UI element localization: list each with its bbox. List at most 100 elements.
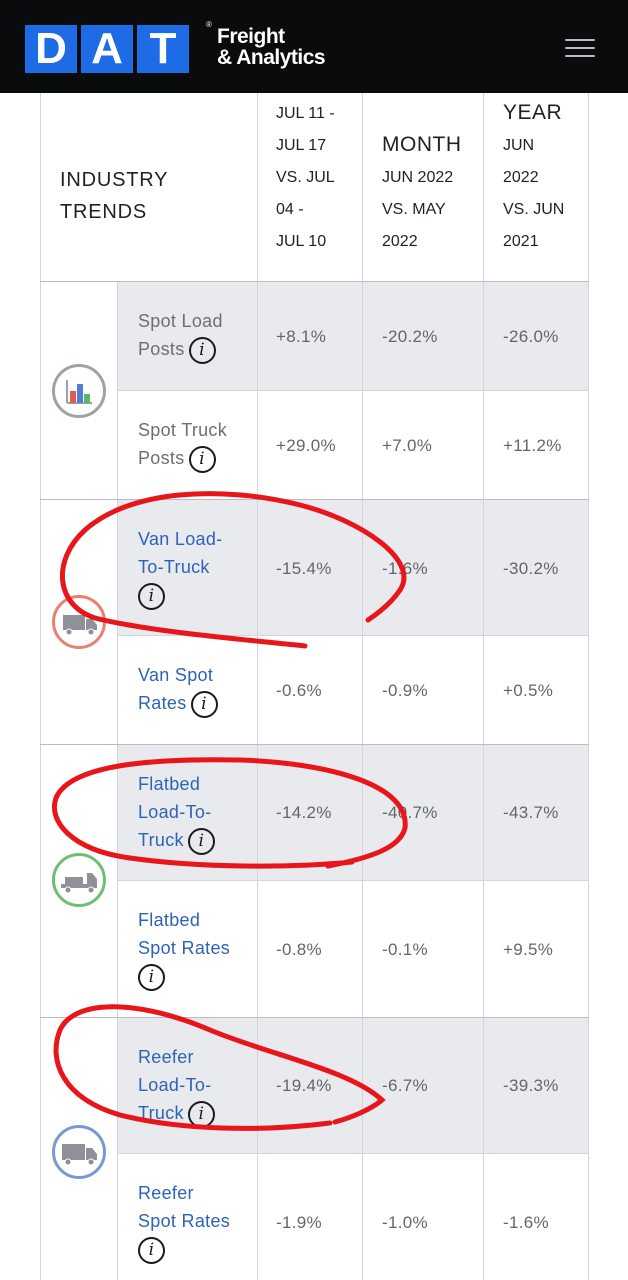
value-cell: -1.6%: [382, 559, 428, 578]
value-cell: -0.1%: [382, 940, 428, 959]
value-cell: -43.7%: [503, 803, 559, 822]
value-cell: -0.6%: [276, 681, 322, 700]
logo-letter-d: D: [25, 25, 77, 73]
row-shade-spot-load: [118, 282, 589, 390]
grid-line: [588, 93, 589, 1280]
metric-label[interactable]: Spot Rates: [138, 1211, 231, 1231]
grid-line: [483, 93, 484, 1280]
grid-line: [117, 1153, 589, 1154]
logo-subtitle-line1: Freight: [217, 25, 285, 48]
info-icon[interactable]: i: [187, 827, 215, 855]
value-cell: -15.4%: [276, 559, 332, 578]
value-cell: -14.2%: [276, 803, 332, 822]
table-corner-title: INDUSTRY TRENDS: [60, 164, 168, 228]
metric-flatbed-load-to-truck-link[interactable]: Flatbed Load-To- Truck i: [138, 770, 215, 855]
metric-label[interactable]: Load-To-: [138, 1075, 212, 1095]
header-date-line: JUN: [503, 137, 535, 154]
metric-label[interactable]: Van Spot: [138, 665, 214, 685]
value-cell: +7.0%: [382, 436, 433, 455]
value-cell: +29.0%: [276, 436, 336, 455]
info-icon[interactable]: i: [190, 690, 218, 718]
info-icon[interactable]: i: [138, 582, 165, 610]
value-cell: -1.9%: [276, 1213, 322, 1232]
metric-van-spot-rates-link[interactable]: Van Spot Rates i: [138, 661, 218, 718]
value-cell: +0.5%: [503, 681, 554, 700]
value-cell: -39.3%: [503, 1076, 559, 1095]
grid-line: [40, 744, 589, 745]
metric-spot-truck-posts: Spot Truck Posts i: [138, 416, 227, 473]
metric-label[interactable]: Reefer: [138, 1183, 194, 1203]
header-date-line: VS. JUL: [276, 169, 335, 186]
grid-line: [117, 390, 589, 391]
registered-mark: ®: [206, 20, 212, 29]
column-header-month-dates: JUN 2022 VS. MAY 2022: [382, 162, 453, 258]
metric-label[interactable]: Reefer: [138, 1047, 194, 1067]
value-cell: -26.0%: [503, 327, 559, 346]
corner-title-line1: INDUSTRY: [60, 169, 169, 191]
header-date-line: 04 -: [276, 201, 304, 218]
metric-label[interactable]: Spot Rates: [138, 938, 231, 958]
metric-reefer-spot-rates-link[interactable]: Reefer Spot Rates i: [138, 1179, 230, 1264]
value-cell: -20.2%: [382, 327, 438, 346]
column-header-month: MONTH: [382, 133, 462, 156]
metric-label[interactable]: Flatbed: [138, 774, 201, 794]
header-date-line: JUL 17: [276, 137, 327, 154]
metric-spot-load-posts: Spot Load Posts i: [138, 307, 223, 364]
metric-van-load-to-truck-link[interactable]: Van Load- To-Truck i: [138, 525, 222, 610]
value-cell: -19.4%: [276, 1076, 332, 1095]
corner-title-line2: TRENDS: [60, 201, 148, 223]
value-cell: -1.0%: [382, 1213, 428, 1232]
header-date-line: JUL 11 -: [276, 105, 335, 122]
metric-label[interactable]: Truck: [138, 1103, 184, 1123]
grid-line: [362, 93, 363, 1280]
metric-label: Spot Load: [138, 311, 223, 331]
metric-label[interactable]: Van Load-: [138, 529, 223, 549]
metric-flatbed-spot-rates-link[interactable]: Flatbed Spot Rates i: [138, 906, 230, 991]
column-header-year-dates: JUN 2022 VS. JUN 2021: [503, 130, 564, 258]
metric-label: Posts: [138, 339, 185, 359]
header-date-line: JUN 2022: [382, 169, 454, 186]
value-cell: +9.5%: [503, 940, 554, 959]
metric-label[interactable]: Rates: [138, 693, 187, 713]
header-date-line: VS. MAY: [382, 201, 446, 218]
grid-line: [117, 282, 118, 1280]
grid-line: [40, 281, 589, 282]
reefer-truck-icon: [52, 1125, 106, 1179]
header-date-line: 2022: [382, 233, 418, 250]
value-cell: +8.1%: [276, 327, 327, 346]
van-truck-icon: [52, 595, 106, 649]
header-date-line: 2022: [503, 169, 539, 186]
value-cell: -0.9%: [382, 681, 428, 700]
grid-line: [40, 93, 41, 1280]
grid-line: [257, 93, 258, 1280]
header-date-line: VS. JUN: [503, 201, 565, 218]
dat-logo[interactable]: D A T: [25, 25, 193, 73]
metric-label[interactable]: Truck: [138, 830, 184, 850]
info-icon[interactable]: i: [188, 445, 216, 473]
hamburger-menu-icon[interactable]: [562, 34, 598, 62]
grid-line: [117, 880, 589, 881]
logo-letter-a: A: [81, 25, 133, 73]
metric-reefer-load-to-truck-link[interactable]: Reefer Load-To- Truck i: [138, 1043, 215, 1128]
flatbed-truck-icon: [52, 853, 106, 907]
grid-line: [117, 635, 589, 636]
column-header-year: YEAR: [503, 101, 563, 124]
info-icon[interactable]: i: [188, 336, 216, 364]
header-date-line: JUL 10: [276, 233, 327, 250]
value-cell: -40.7%: [382, 803, 438, 822]
metric-label[interactable]: Flatbed: [138, 910, 201, 930]
value-cell: -30.2%: [503, 559, 559, 578]
logo-subtitle-line2: & Analytics: [217, 46, 326, 69]
bar-chart-icon: [52, 364, 106, 418]
info-icon[interactable]: i: [138, 1236, 165, 1264]
info-icon[interactable]: i: [187, 1100, 215, 1128]
metric-label[interactable]: Load-To-: [138, 802, 212, 822]
info-icon[interactable]: i: [138, 963, 165, 991]
value-cell: -6.7%: [382, 1076, 428, 1095]
column-header-week: JUL 11 - JUL 17 VS. JUL 04 - JUL 10: [276, 98, 335, 258]
grid-line: [40, 499, 589, 500]
value-cell: -0.8%: [276, 940, 322, 959]
metric-label[interactable]: To-Truck: [138, 557, 210, 577]
value-cell: +11.2%: [503, 436, 562, 455]
